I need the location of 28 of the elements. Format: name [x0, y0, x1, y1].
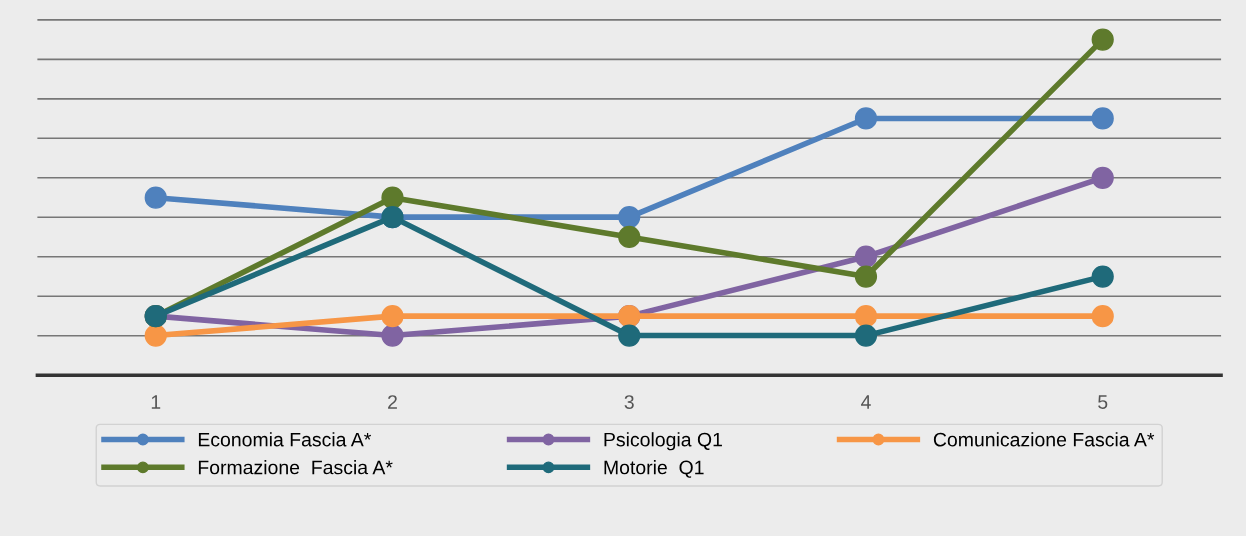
point [854, 107, 878, 130]
x-tick-label: 2 [388, 395, 397, 409]
point [144, 324, 167, 347]
point [1091, 305, 1114, 328]
point [144, 186, 167, 209]
point [1091, 166, 1114, 189]
x-tick-label: 1 [151, 395, 161, 409]
point [381, 324, 404, 347]
legend-label: Formazione Fascia A* [198, 460, 393, 475]
x-tick-label: 3 [624, 395, 634, 409]
point [1091, 107, 1114, 130]
legend-label: Psicologia Q1 [604, 432, 722, 451]
x-tick-label: 4 [861, 395, 871, 409]
point [618, 324, 641, 347]
x-tick-label: 5 [1098, 395, 1108, 409]
legend-label: Motorie Q1 [604, 460, 704, 478]
point [1091, 28, 1114, 51]
point [381, 186, 404, 209]
point [618, 225, 641, 249]
point [854, 265, 878, 288]
point [854, 324, 878, 347]
point [381, 305, 404, 328]
point [854, 305, 878, 328]
point [1091, 265, 1114, 288]
legend-label: Comunicazione Fascia A* [933, 432, 1155, 447]
point [618, 206, 641, 229]
legend-label: Economia Fascia A* [198, 432, 372, 447]
point [854, 245, 878, 268]
